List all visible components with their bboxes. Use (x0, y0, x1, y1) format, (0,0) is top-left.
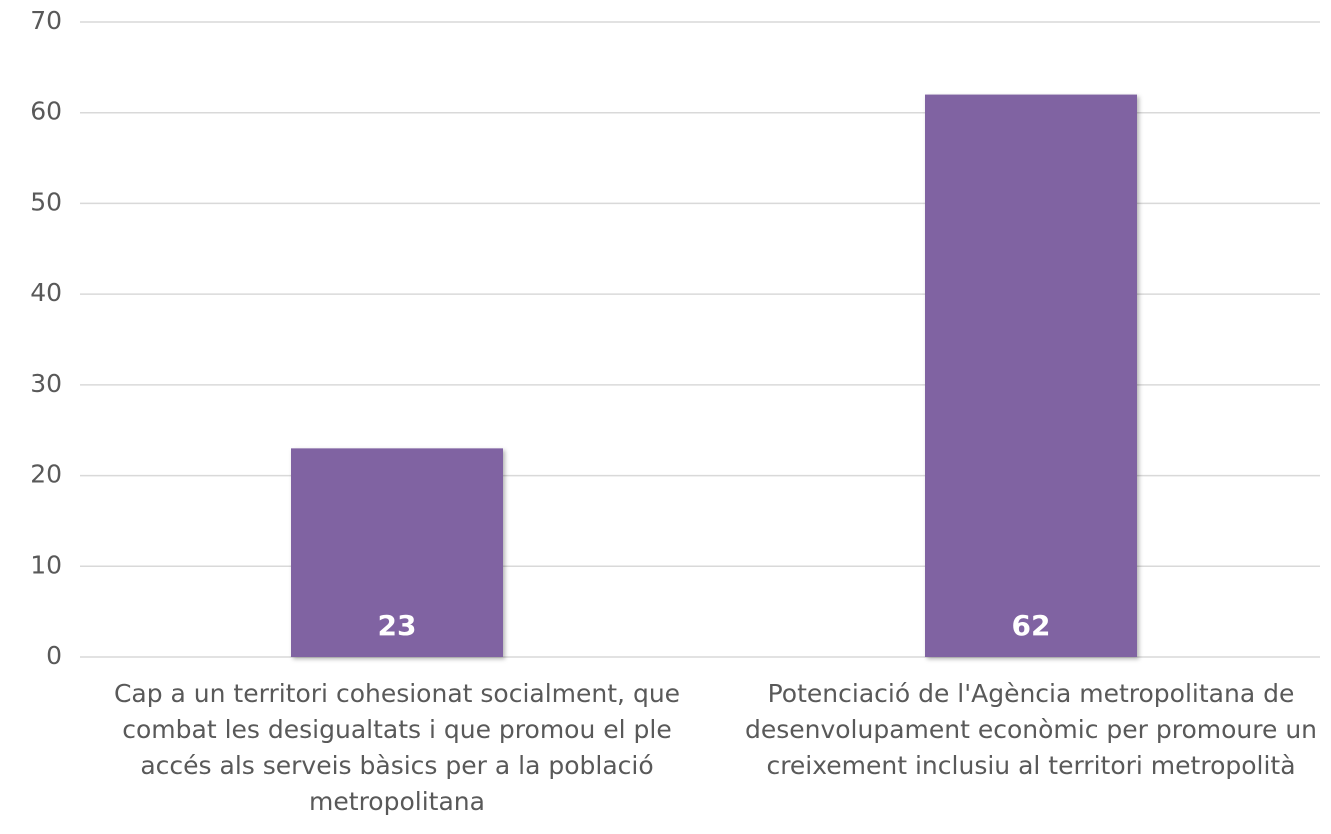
y-tick-label: 60 (30, 97, 62, 126)
y-tick-label: 30 (30, 369, 62, 398)
data-label: 23 (378, 609, 417, 642)
x-tick-label: Potenciació de l'Agència metropolitana d… (744, 679, 1318, 780)
y-tick-label: 20 (30, 460, 62, 489)
y-tick-label: 40 (30, 278, 62, 307)
bar (925, 94, 1137, 658)
y-tick-label: 50 (30, 187, 62, 216)
data-label: 62 (1012, 609, 1051, 642)
bar (291, 448, 503, 657)
y-tick-label: 0 (46, 641, 62, 670)
y-tick-label: 10 (30, 550, 62, 579)
y-tick-label: 70 (30, 6, 62, 35)
x-tick-label: Cap a un territori cohesionat socialment… (113, 679, 681, 816)
